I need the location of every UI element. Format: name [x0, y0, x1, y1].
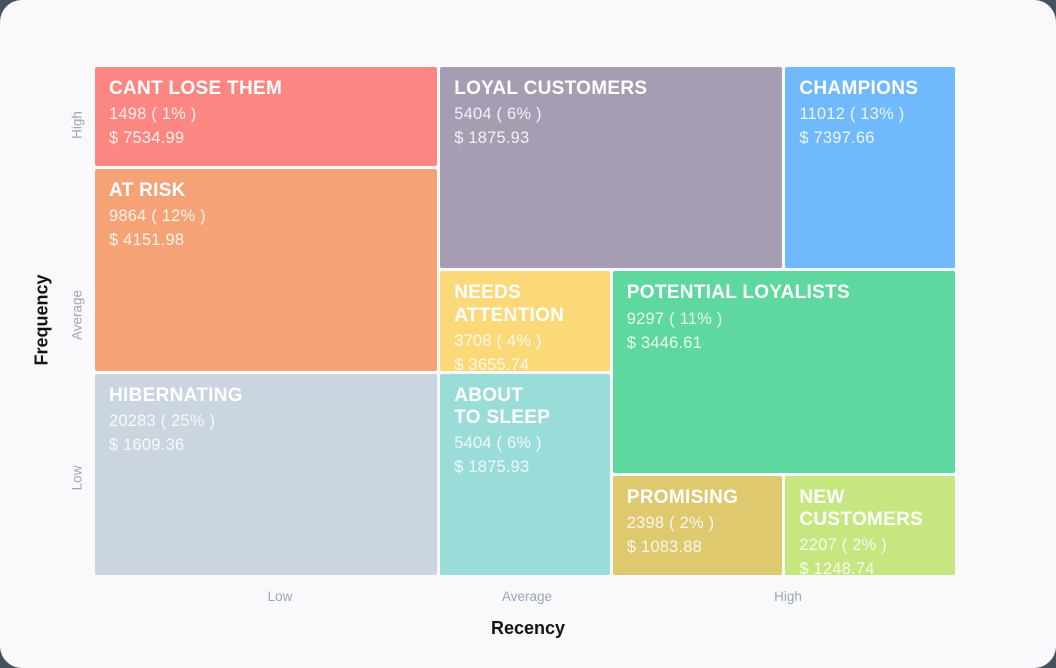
segment-title: CANT LOSE THEM [109, 78, 283, 99]
segment-about-to-sleep[interactable]: ABOUT TO SLEEP 5404 ( 6% ) $ 1875.93 [440, 373, 610, 575]
segment-monetary: $ 1875.93 [454, 129, 530, 148]
segment-monetary: $ 7534.99 [109, 129, 185, 148]
segment-monetary: $ 1609.36 [109, 435, 185, 454]
y-tick-high: High [69, 111, 85, 139]
segment-count: 20283 ( 25% ) [109, 411, 216, 430]
segment-title: NEEDS ATTENTION [454, 282, 565, 326]
segment-promising[interactable]: PROMISING 2398 ( 2% ) $ 1083.88 [612, 475, 783, 575]
segment-count: 2398 ( 2% ) [626, 514, 715, 533]
segment-champions[interactable]: CHAMPIONS 11012 ( 13% ) $ 7397.66 [785, 67, 955, 269]
segment-title: HIBERNATING [109, 384, 243, 406]
segment-count: 5404 ( 6% ) [454, 434, 542, 453]
segment-count: 9297 ( 11% ) [626, 309, 723, 328]
segment-loyal-customers[interactable]: LOYAL CUSTOMERS 5404 ( 6% ) $ 1875.93 [440, 67, 783, 269]
x-tick-average: Average [501, 589, 553, 604]
segment-new-customers[interactable]: NEW CUSTOMERS 2207 ( 2% ) $ 1248.74 [785, 475, 955, 575]
segment-monetary: $ 3655.74 [454, 355, 530, 371]
x-tick-low: Low [267, 589, 293, 604]
segment-count: 5404 ( 6% ) [454, 105, 542, 124]
segment-title: AT RISK [109, 180, 186, 202]
segment-title: PROMISING [626, 486, 739, 508]
segment-monetary: $ 3446.61 [626, 333, 703, 352]
segment-count: 9864 ( 12% ) [109, 207, 206, 226]
x-tick-high: High [774, 589, 802, 604]
segment-monetary: $ 1083.88 [626, 538, 703, 557]
segment-needs-attention[interactable]: NEEDS ATTENTION 3708 ( 4% ) $ 3655.74 [440, 271, 610, 371]
segment-monetary: $ 4151.98 [109, 231, 185, 250]
y-tick-low: Low [69, 465, 85, 491]
segment-count: 2207 ( 2% ) [799, 536, 887, 555]
segment-cant-lose-them[interactable]: CANT LOSE THEM 1498 ( 1% ) $ 7534.99 [95, 67, 438, 167]
segment-title: POTENTIAL LOYALISTS [626, 282, 850, 304]
segment-title: CHAMPIONS [799, 78, 919, 99]
x-axis-title: Recency [490, 618, 566, 638]
segment-count: 1498 ( 1% ) [109, 105, 197, 124]
segment-monetary: $ 7397.66 [799, 129, 875, 148]
segment-count: 11012 ( 13% ) [799, 105, 905, 124]
rfm-treemap: CANT LOSE THEM 1498 ( 1% ) $ 7534.99 LOY… [95, 67, 955, 575]
segment-title: NEW CUSTOMERS [799, 486, 924, 531]
segment-potential-loyalists[interactable]: POTENTIAL LOYALISTS 9297 ( 11% ) $ 3446.… [612, 271, 955, 473]
segment-count: 3708 ( 4% ) [454, 331, 542, 350]
segment-hibernating[interactable]: HIBERNATING 20283 ( 25% ) $ 1609.36 [95, 373, 438, 575]
segment-title: LOYAL CUSTOMERS [454, 78, 648, 99]
segment-monetary: $ 1248.74 [799, 560, 875, 575]
segment-title: ABOUT TO SLEEP [454, 384, 551, 428]
y-axis-title: Frequency [31, 274, 52, 366]
segment-monetary: $ 1875.93 [454, 458, 530, 477]
segment-at-risk[interactable]: AT RISK 9864 ( 12% ) $ 4151.98 [95, 169, 438, 371]
y-tick-average: Average [69, 289, 85, 341]
